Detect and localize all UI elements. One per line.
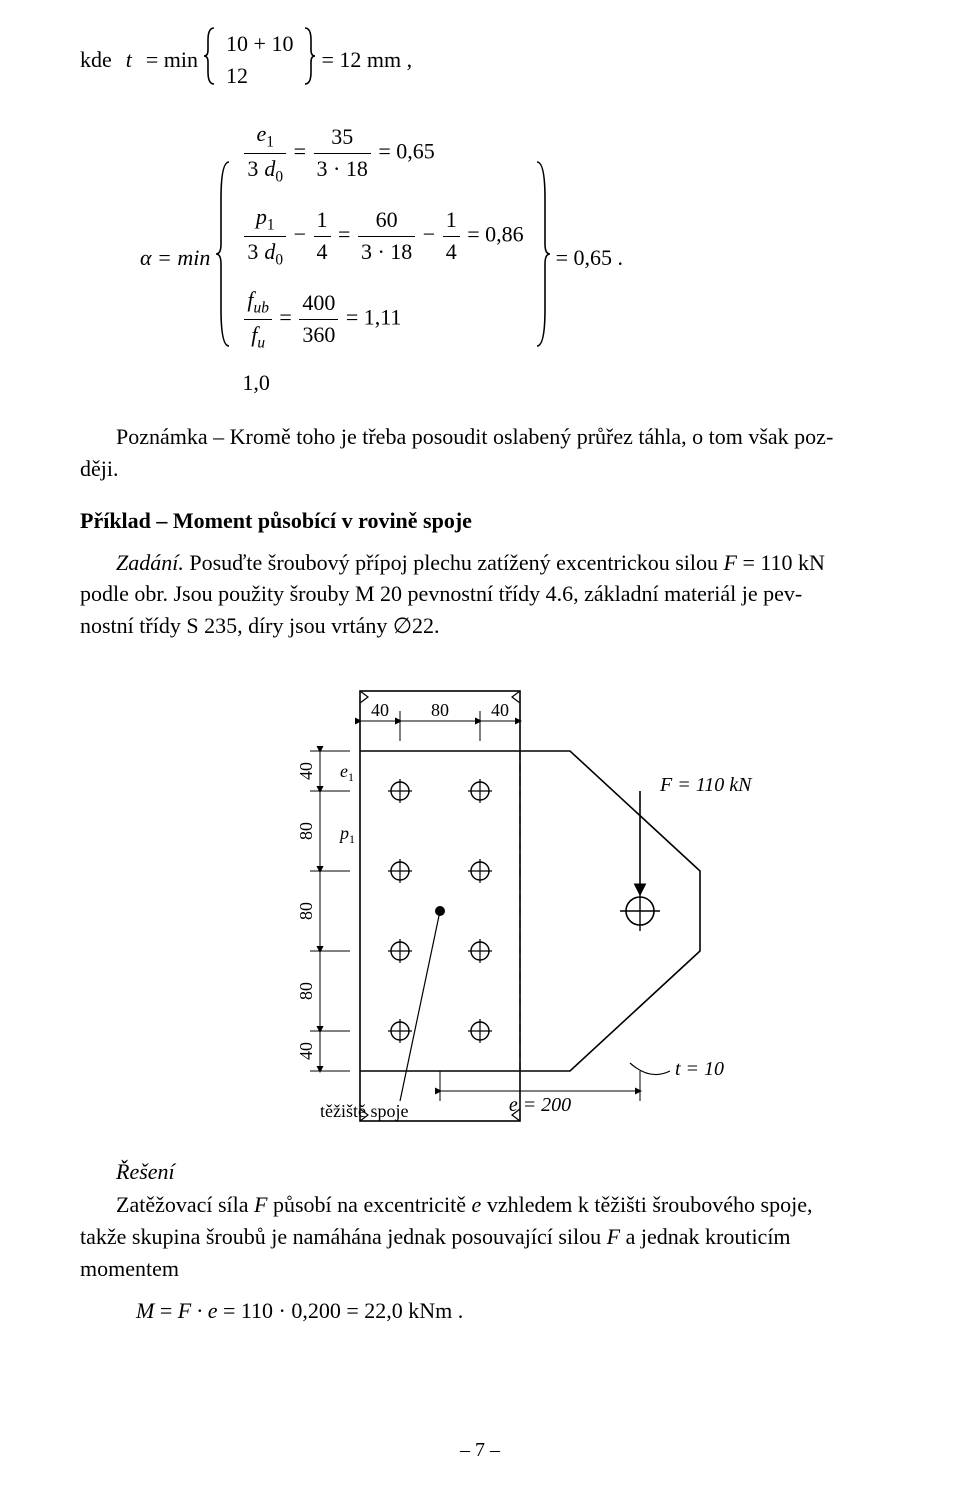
eq2-row2: p1 3d0 − 1 4 = 60 3 · 18 − 1	[242, 202, 523, 271]
eq1-var: t	[126, 45, 132, 76]
eq1-row1: 10 + 10	[226, 29, 293, 60]
eq2-row3: fub fu = 400 360 = 1,11	[242, 285, 523, 354]
svg-text:40: 40	[296, 762, 316, 780]
equation-t-min: kde t = min 10 + 10 12 = 12 mm ,	[80, 26, 880, 95]
brace-right-icon	[301, 26, 317, 95]
eq2-result: = 0,65 .	[556, 243, 623, 274]
brace-left-icon	[202, 26, 218, 95]
note-paragraph-b: ději.	[80, 454, 880, 484]
force-label: F = 110 kN	[659, 774, 753, 796]
brace-left-icon	[214, 159, 234, 358]
eq2-row1: e1 3d0 = 35 3 · 18 = 0,65	[242, 119, 523, 188]
note-text-b: ději.	[80, 456, 119, 481]
zadani-1b: = 110 kN	[737, 550, 825, 575]
reseni-line2: takže skupina šroubů je namáhána jednak …	[80, 1222, 880, 1252]
zadani-F: F	[724, 550, 737, 575]
svg-text:80: 80	[296, 902, 316, 920]
reseni-line3: momentem	[80, 1254, 880, 1284]
svg-text:80: 80	[431, 700, 449, 720]
equation-moment: M = F · e = 110 · 0,200 = 22,0 kNm .	[136, 1296, 880, 1327]
zadani-line2: podle obr. Jsou použity šrouby M 20 pevn…	[80, 579, 880, 609]
svg-text:80: 80	[296, 982, 316, 1000]
centroid-label: těžiště spoje	[320, 1101, 408, 1121]
heading-priklad: Příklad – Moment působící v rovině spoje	[80, 508, 880, 534]
svg-text:40: 40	[296, 1042, 316, 1060]
zadani-paragraph: Zadání. Posuďte šroubový přípoj plechu z…	[80, 548, 880, 578]
zadani-line3: nostní třídy S 235, díry jsou vrtány ∅22…	[80, 611, 880, 641]
p1-label: p1	[338, 823, 355, 846]
svg-text:40: 40	[371, 700, 389, 720]
svg-text:80: 80	[296, 822, 316, 840]
eq1-body: 10 + 10 12	[222, 27, 297, 95]
eq1-result: = 12 mm ,	[321, 45, 412, 76]
eq2-row4: 1,0	[242, 368, 523, 399]
zadani-1a: Posuďte šroubový přípoj plechu zatížený …	[184, 550, 724, 575]
page: kde t = min 10 + 10 12 = 12 mm ,	[0, 0, 960, 1490]
svg-text:40: 40	[491, 700, 509, 720]
eq2-body: e1 3d0 = 35 3 · 18 = 0,65 p1 3d0	[238, 117, 527, 401]
reseni-label-line: Řešení	[80, 1157, 880, 1187]
bolt-connection-figure: F = 110 kN t = 10 40 80 40	[200, 671, 760, 1131]
brace-right-icon	[532, 159, 552, 358]
eq1-row2: 12	[226, 61, 293, 92]
e-label: e = 200	[509, 1094, 571, 1116]
eq1-prefix: kde	[80, 45, 112, 76]
note-text-a: – Kromě toho je třeba posoudit oslabený …	[208, 424, 834, 449]
note-paragraph: Poznámka – Kromě toho je třeba posoudit …	[80, 422, 880, 452]
page-number: – 7 –	[0, 1439, 960, 1462]
zadani-label: Zadání.	[116, 550, 184, 575]
reseni-label: Řešení	[116, 1159, 175, 1184]
note-label: Poznámka	[116, 424, 208, 449]
reseni-line1: Zatěžovací síla F působí na excentricitě…	[80, 1190, 880, 1220]
e1-label: e1	[340, 761, 354, 784]
t-label: t = 10	[675, 1058, 724, 1080]
eq2-lhs: α = min	[140, 243, 210, 274]
equation-alpha-min: α = min e1 3d0 = 35 3 · 18	[140, 117, 880, 401]
eq1-op: = min	[146, 45, 198, 76]
